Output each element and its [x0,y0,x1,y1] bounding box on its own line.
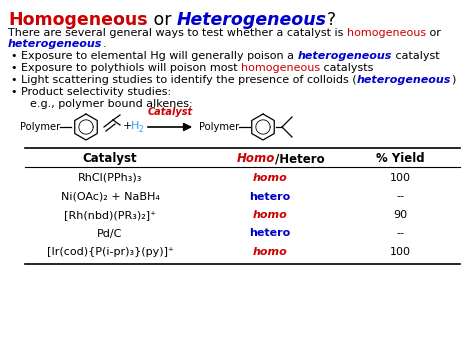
Text: •: • [10,87,17,97]
Text: hetero: hetero [249,191,291,202]
Text: There are several general ways to test whether a catalyst is: There are several general ways to test w… [8,28,347,38]
Text: % Yield: % Yield [376,152,424,165]
Text: •: • [10,75,17,85]
Text: Product selectivity studies:: Product selectivity studies: [21,87,171,97]
Text: ): ) [451,75,456,85]
Text: homo: homo [253,173,287,183]
Text: --: -- [396,229,404,239]
Text: homo: homo [253,247,287,257]
Text: Homo: Homo [237,152,275,165]
Text: Exposure to polythiols will poison most: Exposure to polythiols will poison most [21,63,241,73]
Text: Light scattering studies to identify the presence of colloids (: Light scattering studies to identify the… [21,75,356,85]
Text: catalyst: catalyst [392,51,439,61]
Text: /Hetero: /Hetero [275,152,325,165]
Text: Catalyst: Catalyst [147,107,192,117]
Text: Pd/C: Pd/C [97,229,123,239]
Text: homogeneous: homogeneous [347,28,426,38]
Text: [Rh(nbd)(PR₃)₂]⁺: [Rh(nbd)(PR₃)₂]⁺ [64,210,156,220]
Text: or: or [426,28,441,38]
Text: +: + [123,121,132,131]
Text: or: or [147,11,177,29]
Text: homogeneous: homogeneous [241,63,320,73]
Text: RhCl(PPh₃)₃: RhCl(PPh₃)₃ [78,173,142,183]
Text: ?: ? [327,11,336,29]
Text: Exposure to elemental Hg will generally poison a: Exposure to elemental Hg will generally … [21,51,298,61]
Text: Polymer: Polymer [199,122,239,132]
Text: catalysts: catalysts [320,63,374,73]
Text: hetero: hetero [249,229,291,239]
Text: heterogeneous: heterogeneous [8,39,102,49]
Text: Ni(OAc)₂ + NaBH₄: Ni(OAc)₂ + NaBH₄ [61,191,159,202]
Text: 100: 100 [390,247,410,257]
Text: Homogeneous: Homogeneous [8,11,147,29]
Text: Catalyst: Catalyst [82,152,137,165]
Text: •: • [10,63,17,73]
Text: 2: 2 [139,126,144,135]
Text: .: . [102,39,106,49]
Text: heterogeneous: heterogeneous [356,75,451,85]
Text: Polymer: Polymer [20,122,60,132]
Text: e.g., polymer bound alkenes:: e.g., polymer bound alkenes: [30,99,192,109]
Text: 90: 90 [393,210,407,220]
Text: homo: homo [253,210,287,220]
Text: [Ir(cod){P(i-pr)₃}(py)]⁺: [Ir(cod){P(i-pr)₃}(py)]⁺ [46,247,173,257]
Text: 100: 100 [390,173,410,183]
Text: Heterogeneous: Heterogeneous [177,11,327,29]
Text: heterogeneous: heterogeneous [298,51,392,61]
Text: •: • [10,51,17,61]
Text: H: H [131,121,139,131]
Text: --: -- [396,191,404,202]
